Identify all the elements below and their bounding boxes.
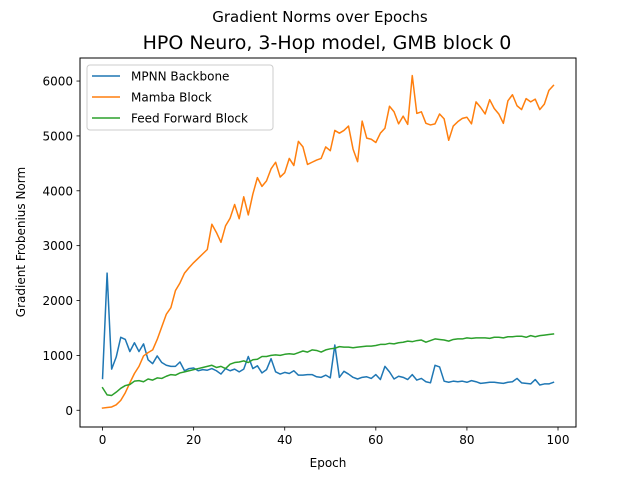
y-tick-label: 1000 <box>42 349 73 363</box>
x-tick-label: 80 <box>459 433 474 447</box>
x-tick-label: 40 <box>277 433 292 447</box>
y-tick-label: 3000 <box>42 239 73 253</box>
chart-suptitle: Gradient Norms over Epochs <box>212 8 428 26</box>
y-axis: 0 1000 2000 3000 4000 5000 6000 <box>42 75 80 418</box>
y-tick-label: 2000 <box>42 294 73 308</box>
series-line-1 <box>101 74 555 409</box>
y-tick-label: 6000 <box>42 75 73 89</box>
legend-box <box>86 64 274 131</box>
series-layer <box>101 74 555 409</box>
x-tick-label: 0 <box>99 433 107 447</box>
axes-frame <box>79 57 577 428</box>
legend: MPNN Backbone Mamba Block Feed Forward Blo… <box>86 64 274 131</box>
y-tick-label: 4000 <box>42 184 73 198</box>
legend-label-0: MPNN Backbone <box>131 70 229 84</box>
legend-label-2: Feed Forward Block <box>131 112 248 126</box>
x-axis: 0 20 40 60 80 100 <box>99 427 570 447</box>
x-axis-label: Epoch <box>310 456 347 470</box>
y-axis-label: Gradient Frobenius Norm <box>14 167 28 317</box>
chart-title: HPO Neuro, 3-Hop model, GMB block 0 <box>143 32 512 54</box>
x-tick-label: 20 <box>186 433 201 447</box>
y-tick-label: 5000 <box>42 129 73 143</box>
x-tick-label: 100 <box>547 433 570 447</box>
series-line-2 <box>101 333 555 397</box>
x-tick-label: 60 <box>368 433 383 447</box>
series-line-0 <box>101 272 555 386</box>
y-tick-label: 0 <box>65 404 73 418</box>
legend-label-1: Mamba Block <box>131 91 212 105</box>
